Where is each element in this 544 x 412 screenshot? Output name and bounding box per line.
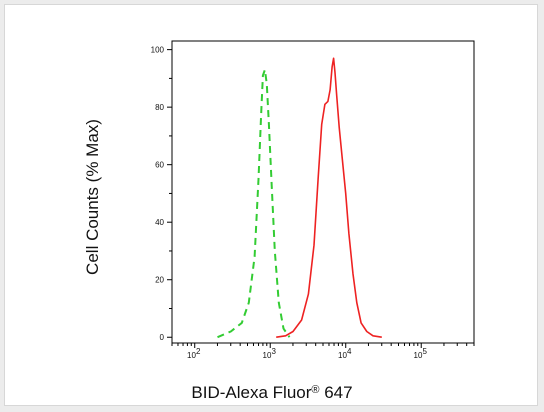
y-tick-label-0: 0	[160, 333, 165, 342]
x-tick-label-exponent: 5	[422, 347, 427, 356]
y-tick-label-20: 20	[155, 276, 164, 285]
y-tick-label-60: 60	[155, 161, 164, 170]
x-tick-label-base: 10	[338, 351, 347, 360]
x-tick-label-exponent: 2	[196, 347, 201, 356]
series-1-line	[276, 57, 382, 338]
y-tick-label-80: 80	[155, 103, 164, 112]
x-tick-label-1000: 103	[263, 347, 277, 360]
x-axis: 102 103 104 105	[171, 343, 475, 360]
registered-mark: ®	[311, 384, 319, 396]
y-axis-title: Cell Counts (% Max)	[83, 119, 102, 275]
x-tick-label-exponent: 4	[347, 347, 352, 356]
x-axis-title-main: BID-Alexa Fluor	[191, 383, 311, 402]
y-tick-label-40: 40	[155, 218, 164, 227]
y-tick-label-100: 100	[151, 46, 165, 55]
figure-frame	[4, 4, 538, 406]
y-axis: 0 20 40 60 80 100	[151, 46, 172, 342]
x-tick-label-100: 102	[187, 347, 201, 360]
series-layer	[217, 57, 382, 339]
plot-frame	[171, 40, 475, 344]
x-tick-label-base: 10	[263, 351, 272, 360]
x-tick-label-100000: 105	[414, 347, 428, 360]
x-tick-label-10000: 104	[338, 347, 352, 360]
x-axis-title-suffix: 647	[320, 383, 353, 402]
x-axis-title: BID-Alexa Fluor® 647	[191, 383, 352, 402]
x-tick-label-base: 10	[187, 351, 196, 360]
x-tick-label-base: 10	[414, 351, 423, 360]
series-0-line	[217, 68, 291, 339]
x-tick-label-exponent: 3	[271, 347, 276, 356]
